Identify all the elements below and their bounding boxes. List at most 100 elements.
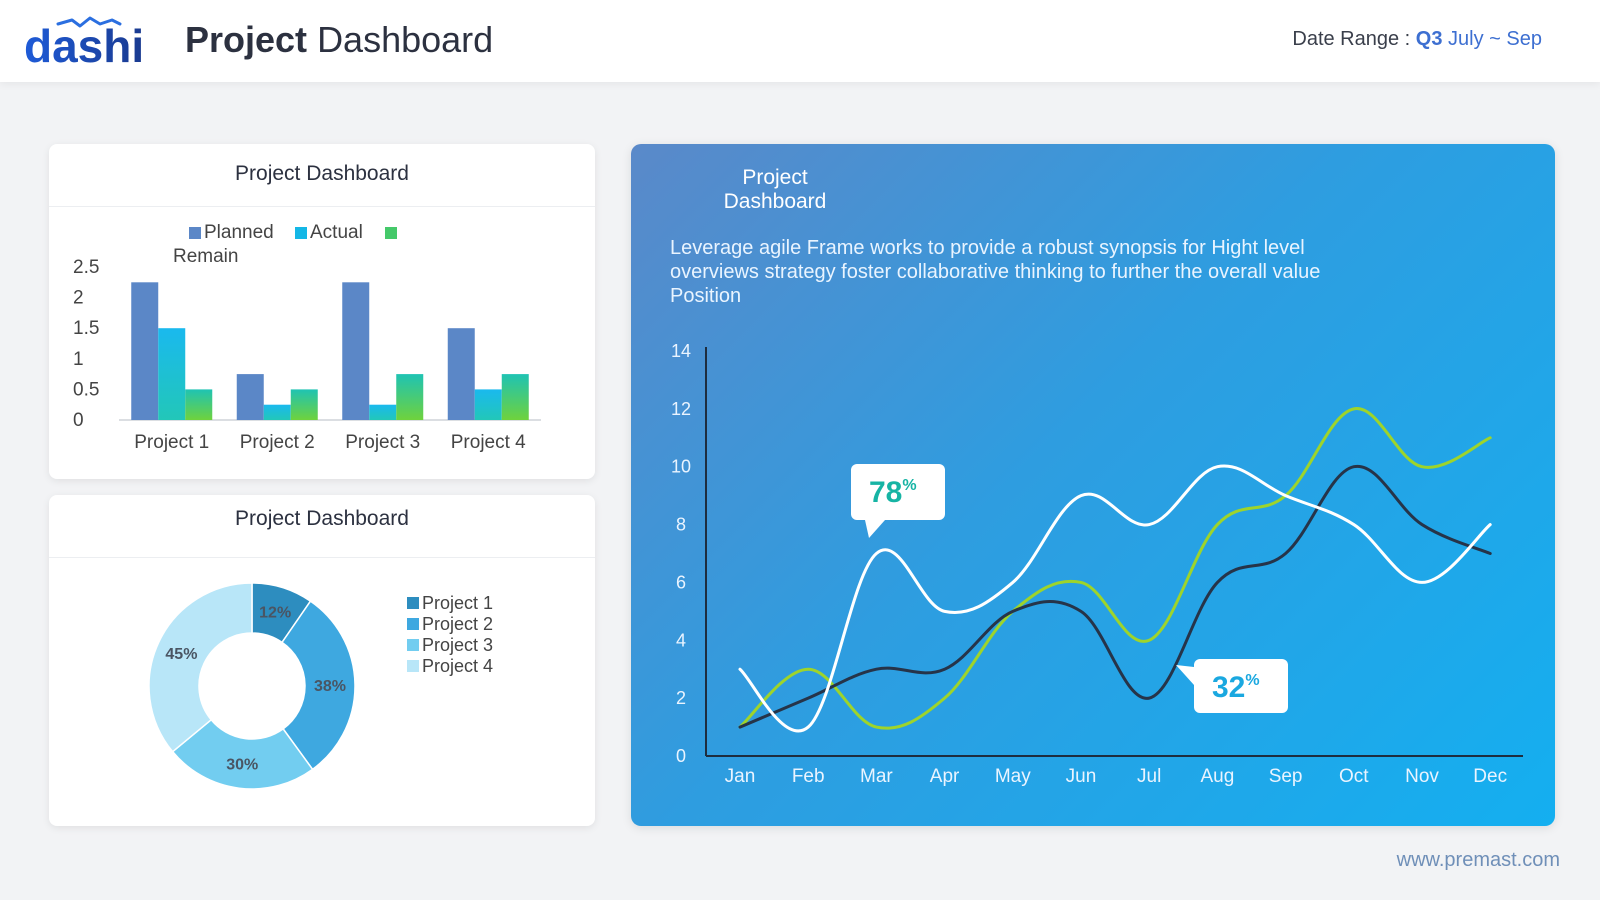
donut-slice (281, 600, 356, 771)
line-series-white (738, 464, 1492, 733)
callout-tail (865, 520, 885, 538)
line-series-dark (738, 465, 1492, 729)
date-range: Date Range : Q3 July ~ Sep (1292, 26, 1542, 52)
x-tick-label: Apr (930, 766, 960, 787)
legend-label: Remain (173, 246, 238, 267)
callout-value: 78% (869, 476, 917, 509)
bar-chart: Planned Actual Remain 0 0.5 1 1.5 2 2.5 Project 1… (73, 222, 541, 453)
card-divider (49, 557, 595, 558)
donut-slice (148, 582, 253, 753)
legend-swatch (407, 660, 419, 672)
y-tick-label: 0.5 (73, 379, 99, 400)
page-title-bold: Project (185, 19, 308, 60)
y-tick-label: 1.5 (73, 318, 99, 339)
y-tick-label: 2.5 (73, 257, 99, 278)
logo-text: dashi (24, 20, 144, 70)
bar (342, 282, 370, 420)
legend-swatch (407, 639, 419, 651)
callout-percent-sign: % (902, 477, 916, 494)
legend-label: Project 4 (422, 656, 493, 676)
bar (158, 328, 186, 420)
legend-swatch (407, 597, 419, 609)
bar (447, 328, 475, 420)
date-range-label: Date Range : (1292, 28, 1411, 50)
legend-swatch (189, 227, 201, 239)
legend-swatch (385, 227, 397, 239)
x-tick-label: Dec (1473, 766, 1507, 787)
app-header: dashi Project Dashboard Date Range : Q3 … (0, 0, 1600, 82)
callout-box (851, 464, 945, 520)
y-tick-label: 8 (676, 515, 686, 535)
x-tick-label: Mar (860, 766, 893, 787)
callout-bubble: 78% (851, 464, 945, 538)
bar (369, 404, 397, 420)
x-tick-label: Jun (1066, 766, 1097, 787)
y-tick-label: 1 (73, 349, 84, 370)
donut-value-label: 38% (314, 678, 346, 695)
y-tick-label: 6 (676, 572, 686, 592)
callout-number: 32 (1212, 671, 1245, 704)
line-chart-title-line1: Project (742, 166, 808, 189)
callout-tail (1176, 665, 1194, 685)
donut-slice (171, 718, 314, 790)
x-tick-label: Feb (792, 766, 825, 787)
logo-wave-icon (56, 16, 122, 28)
y-tick-label: 4 (676, 630, 686, 650)
line-chart-title-line2: Dashboard (723, 190, 827, 213)
x-tick-label: May (995, 766, 1031, 787)
callout-box (1194, 659, 1288, 713)
bar (290, 389, 318, 420)
legend-swatch (407, 618, 419, 630)
y-tick-label: 2 (676, 688, 686, 708)
bar (396, 374, 424, 420)
x-tick-label: Aug (1200, 766, 1234, 787)
x-tick-label: Jan (725, 766, 756, 787)
line-chart-description: Leverage agile Frame works to provide a … (670, 237, 1321, 307)
bar-chart-title: Project Dashboard (235, 162, 409, 185)
y-tick-label: 0 (676, 746, 686, 766)
bar (263, 404, 291, 420)
bar (131, 282, 159, 420)
donut-chart-card: Project Dashboard 12% 38% 30% 45% Project 1 P… (49, 495, 595, 826)
page-title-light: Dashboard (317, 19, 494, 60)
card-divider (49, 206, 595, 207)
legend-label: Project 3 (422, 635, 493, 655)
y-tick-label: 12 (671, 399, 691, 419)
y-tick-label: 2 (73, 288, 84, 309)
bar (236, 374, 264, 420)
dashi-logo: dashi (24, 16, 144, 70)
bar-chart-card: Project Dashboard Planned Actual Remain 0 0.… (49, 144, 595, 479)
y-tick-label: 10 (671, 457, 691, 477)
legend-swatch (295, 227, 307, 239)
line-chart-title: Project Dashboard (715, 166, 835, 214)
footer-url[interactable]: www.premast.com (1396, 849, 1560, 871)
y-tick-label: 0 (73, 410, 84, 431)
x-tick-label: Nov (1405, 766, 1439, 787)
line-chart: 0 2 4 6 8 10 12 14 Jan Feb Mar Apr May Jun Jul Aug Sep Oc… (671, 341, 1523, 787)
legend-label: Project 1 (422, 593, 493, 613)
date-range-months: July ~ Sep (1448, 28, 1542, 50)
x-tick-label: Oct (1339, 766, 1369, 787)
date-range-quarter: Q3 (1415, 28, 1443, 50)
line-chart-card: Project Dashboard Leverage agile Frame w… (631, 144, 1555, 826)
callout-bubble: 32% (1176, 659, 1288, 713)
donut-value-label: 45% (165, 646, 197, 663)
page-title: Project Dashboard (185, 18, 493, 62)
callout-value: 32% (1212, 671, 1260, 704)
x-tick-label: Project 2 (240, 432, 315, 453)
line-series-green (738, 407, 1492, 730)
callout-percent-sign: % (1245, 672, 1259, 689)
bar (474, 389, 502, 420)
legend-label: Planned (204, 222, 274, 243)
y-tick-label: 14 (671, 341, 691, 361)
donut-chart-title: Project Dashboard (235, 507, 409, 530)
donut-value-label: 30% (226, 756, 258, 773)
x-tick-label: Sep (1269, 766, 1303, 787)
callout-number: 78 (869, 476, 902, 509)
bar (501, 374, 529, 420)
x-tick-label: Project 3 (345, 432, 420, 453)
legend-label: Actual (310, 222, 363, 243)
donut-value-label: 12% (259, 605, 291, 622)
bar (185, 389, 213, 420)
